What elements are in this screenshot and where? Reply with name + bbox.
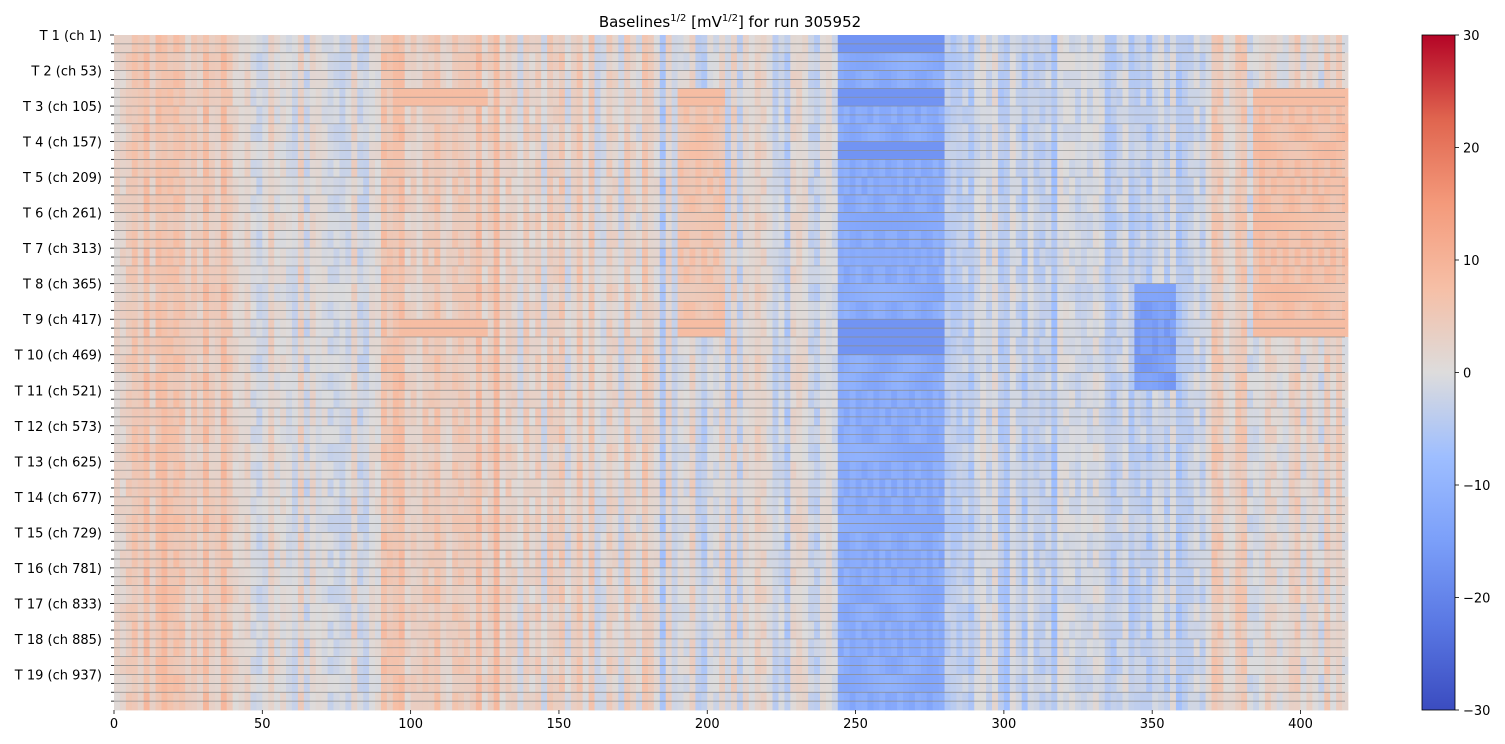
chart-title: Baselines1/2 [mV1/2] for run 305952 [599,13,861,31]
